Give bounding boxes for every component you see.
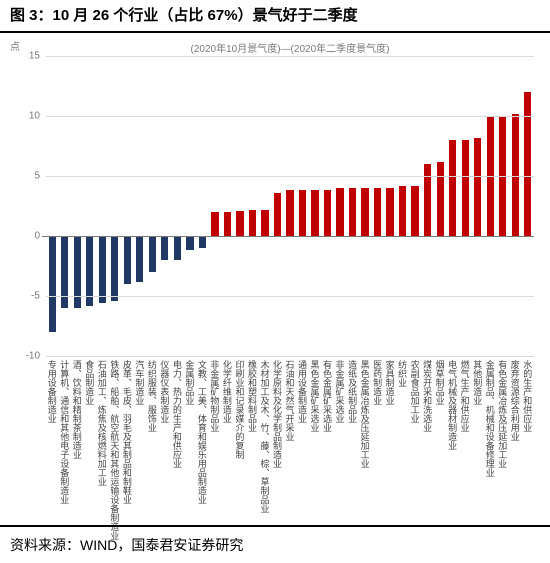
source-text: WIND，国泰君安证券研究 [80,537,243,553]
x-category-label: 电力、热力的生产和供应业 [171,360,184,468]
x-category-label: 燃气生产和供应业 [459,360,472,432]
x-category-label: 水的生产和供应业 [521,360,534,432]
bar [99,236,106,303]
x-category-label: 黑色金属矿采选业 [309,360,322,432]
x-category-label: 皮革、毛皮、羽毛及其制品和制鞋业 [121,360,134,504]
y-tick: 10 [6,111,40,122]
x-category-label: 专用设备制造业 [46,360,59,423]
bar [261,210,268,236]
x-category-label: 金属制品业 [183,360,196,405]
x-category-label: 电气机械及器材制造业 [446,360,459,450]
bar [124,236,131,284]
gridline [46,56,534,57]
bar [336,188,343,236]
bar [449,140,456,236]
bar [374,188,381,236]
x-category-label: 汽车制造业 [133,360,146,405]
bar [524,92,531,236]
x-category-label: 铁路、船舶、航空航天和其他运输设备制造业 [108,360,121,540]
bar [224,212,231,236]
caption-text: 图 3：10 月 26 个行业（占比 67%）景气好于二季度 [10,7,358,24]
gridline [46,296,534,297]
y-tick: -10 [6,351,40,362]
bar [111,236,118,301]
source-line: 资料来源：WIND，国泰君安证券研究 [10,535,243,555]
gridline [46,356,534,357]
y-tick: -5 [6,291,40,302]
x-category-label: 化学原料及化学制品制造业 [271,360,284,468]
x-category-label: 石油加工、炼焦及核燃料加工业 [96,360,109,486]
bar [186,236,193,250]
bar [311,190,318,236]
bars-layer [46,56,534,356]
x-category-label: 印刷业和记录媒介的复制 [233,360,246,459]
x-category-label: 仪器仪表制造业 [158,360,171,423]
bar [512,114,519,236]
x-category-label: 橡胶和塑料制品业 [246,360,259,432]
bar [324,190,331,236]
x-category-label: 文教、工美、体育和娱乐用品制造业 [196,360,209,504]
gridline [46,116,534,117]
x-category-label: 非金属矿物制品业 [208,360,221,432]
x-category-label: 非金属矿采选业 [334,360,347,423]
bar [136,236,143,282]
bar [411,186,418,236]
bar [61,236,68,308]
x-category-label: 废弃资源综合利用业 [509,360,522,441]
bar [462,140,469,236]
x-category-label: 煤炭开采和洗选业 [421,360,434,432]
bar [199,236,206,248]
x-category-label: 纺织服装、服饰业 [146,360,159,432]
bar [49,236,56,332]
y-tick: 0 [6,231,40,242]
figure-container: 图 3：10 月 26 个行业（占比 67%）景气好于二季度 点 (2020年1… [0,0,550,563]
x-category-label: 酒、饮料和精制茶制造业 [71,360,84,459]
x-category-label: 造纸及纸制品业 [346,360,359,423]
bar [149,236,156,272]
source-prefix: 资料来源： [10,537,80,553]
x-category-label: 其他制造业 [471,360,484,405]
x-category-label: 计算机、通信和其他电子设备制造业 [58,360,71,504]
x-category-label: 木材加工及木、竹、藤、棕、草制品业 [258,360,271,513]
y-tick: 15 [6,51,40,62]
figure-caption: 图 3：10 月 26 个行业（占比 67%）景气好于二季度 [0,0,550,33]
x-category-label: 化学纤维制造业 [221,360,234,423]
bar [174,236,181,260]
x-axis-line [42,236,534,237]
x-category-label: 有色金属冶炼及压延加工业 [496,360,509,468]
gridline [46,176,534,177]
bar [286,190,293,236]
x-category-label: 金属制品、机械和设备修理业 [484,360,497,477]
bar [349,188,356,236]
x-category-label: 黑色金属冶炼及压延加工业 [359,360,372,468]
x-category-label: 农副食品加工业 [409,360,422,423]
bar [474,138,481,236]
bar-chart: 点 (2020年10月景气度)—(2020年二季度景气度) -10-505101… [46,56,534,356]
x-category-label: 纺织业 [396,360,409,387]
y-tick: 5 [6,171,40,182]
bar [74,236,81,308]
bar [299,190,306,236]
x-category-label: 医药制造业 [371,360,384,405]
bar [399,186,406,236]
x-category-label: 烟草制品业 [434,360,447,405]
bar [236,211,243,236]
bar [211,212,218,236]
bar [249,210,256,236]
bar [437,162,444,236]
bar [274,193,281,236]
x-category-label: 通用设备制造业 [296,360,309,423]
x-category-label: 食品制造业 [83,360,96,405]
bar [161,236,168,260]
bar [386,188,393,236]
x-category-label: 石油和天然气开采业 [284,360,297,441]
bar [424,164,431,236]
chart-legend: (2020年10月景气度)—(2020年二季度景气度) [46,40,534,55]
x-category-label: 有色金属矿采选业 [321,360,334,432]
x-category-label: 家具制造业 [384,360,397,405]
bar [361,188,368,236]
